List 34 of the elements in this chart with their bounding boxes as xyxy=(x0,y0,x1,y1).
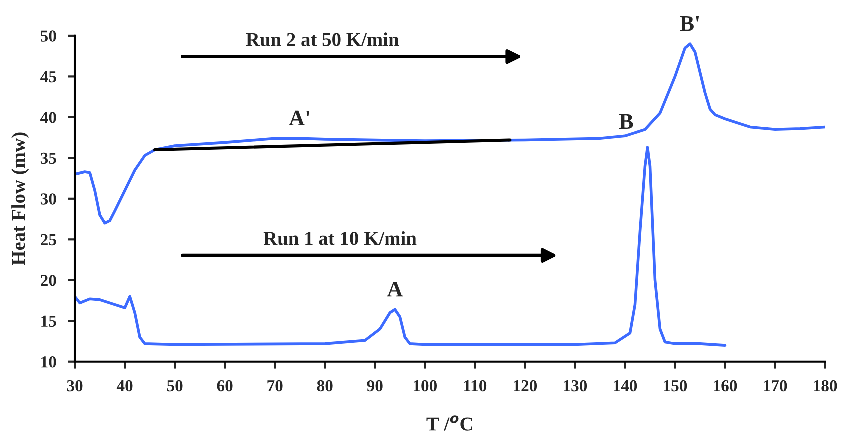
y-tick-label: 15 xyxy=(42,316,56,328)
annotation: A' xyxy=(289,110,310,126)
y-tick-label: 30 xyxy=(40,194,56,205)
annotation: A xyxy=(387,282,404,297)
y-axis-title: Heat Flow (mw) xyxy=(12,132,30,266)
annotation: B' xyxy=(680,16,700,32)
x-tick-label: 90 xyxy=(367,380,383,392)
x-tick-label: 150 xyxy=(664,380,688,392)
x-tick-label: 160 xyxy=(714,380,738,392)
x-tick-label: 50 xyxy=(167,380,183,392)
y-tick-label: 25 xyxy=(41,234,56,246)
y-tick-label: 10 xyxy=(42,356,56,368)
annotation: B xyxy=(619,114,634,130)
annotation: Run 1 at 10 K/min xyxy=(264,231,417,246)
x-tick-label: 30 xyxy=(67,380,83,392)
x-tick-label: 120 xyxy=(514,380,538,392)
y-tick-label: 35 xyxy=(40,152,56,164)
y-tick-label: 20 xyxy=(41,275,56,286)
y-tick-label: 40 xyxy=(40,112,56,124)
line-series xyxy=(75,146,727,347)
x-axis-title: T /$^{o}$C xyxy=(426,416,472,431)
x-tick-label: 130 xyxy=(564,380,588,392)
x-tick-label: 80 xyxy=(317,380,333,392)
x-tick-label: 140 xyxy=(614,380,638,392)
y-tick-label: 50 xyxy=(40,30,56,42)
x-tick-label: 180 xyxy=(814,380,838,392)
x-tick-label: 60 xyxy=(217,380,233,392)
x-tick-label: 170 xyxy=(764,380,788,392)
x-tick-label: 100 xyxy=(414,380,438,392)
annotation: Run 2 at 50 K/min xyxy=(246,32,400,46)
y-tick-label: 45 xyxy=(40,72,56,83)
x-tick-label: 70 xyxy=(268,380,283,392)
x-tick-label: 40 xyxy=(116,380,133,392)
x-tick-label: 110 xyxy=(464,380,487,392)
